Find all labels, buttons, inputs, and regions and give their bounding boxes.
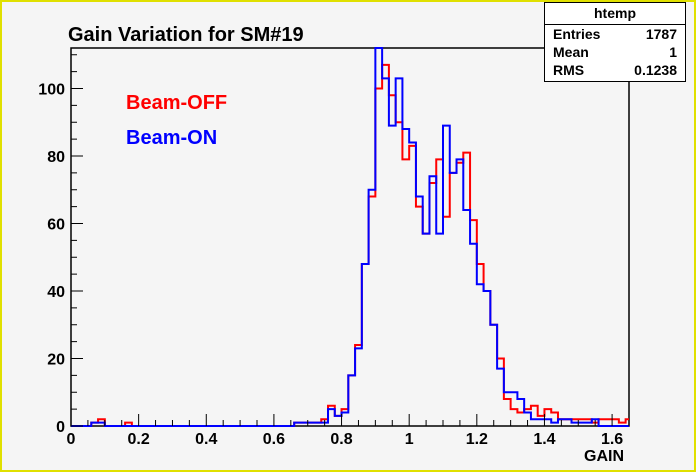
chart-title: Gain Variation for SM#19 [68, 24, 304, 46]
x-tick-label: 1.4 [533, 431, 555, 448]
legend-beam-on: Beam-ON [126, 127, 218, 149]
x-tick-label: 0.2 [128, 431, 150, 448]
stats-title: htemp [545, 3, 685, 25]
histogram-series-beam-on [71, 47, 629, 427]
y-tick-label: 60 [47, 217, 65, 234]
stats-row-entries: Entries 1787 [545, 25, 685, 43]
x-tick-label: 0.4 [195, 431, 217, 448]
x-axis-label: GAIN [584, 448, 624, 465]
stats-entries-value: 1787 [645, 26, 677, 42]
y-tick-label: 0 [56, 419, 65, 436]
stats-mean-value: 1 [669, 44, 677, 60]
x-tick-label: 0.6 [263, 431, 285, 448]
stats-rms-value: 0.1238 [634, 62, 677, 78]
x-tick-label: 0.8 [330, 431, 352, 448]
stats-entries-label: Entries [553, 26, 601, 42]
stats-box: htemp Entries 1787 Mean 1 RMS 0.1238 [544, 2, 689, 85]
x-tick-label: 1.6 [601, 431, 623, 448]
y-tick-label: 20 [47, 352, 65, 369]
legend-beam-off: Beam-OFF [126, 92, 228, 114]
stats-row-mean: Mean 1 [545, 43, 685, 61]
x-tick-label: 1 [405, 431, 414, 448]
plot-frame [70, 47, 630, 427]
y-tick-label: 100 [38, 82, 65, 99]
stats-row-rms: RMS 0.1238 [545, 61, 685, 79]
stats-rms-label: RMS [553, 62, 585, 78]
y-tick-label: 40 [47, 284, 65, 301]
x-tick-label: 0 [67, 431, 76, 448]
x-tick-label: 1.2 [466, 431, 488, 448]
stats-mean-label: Mean [553, 44, 589, 60]
y-tick-label: 80 [47, 149, 65, 166]
